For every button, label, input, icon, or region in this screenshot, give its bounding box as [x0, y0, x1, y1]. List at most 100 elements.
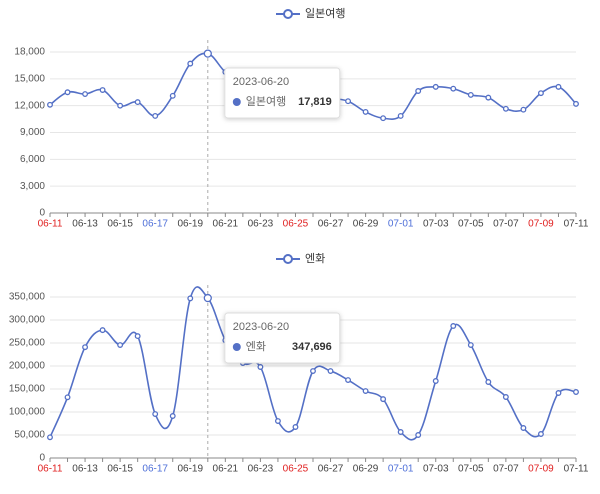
x-tick-label: 07-11: [564, 464, 589, 475]
y-tick-label: 200,000: [9, 361, 46, 372]
x-tick-label: 06-17: [142, 219, 168, 230]
x-tick-label: 06-29: [353, 219, 379, 230]
tooltip-dot: [232, 98, 241, 106]
y-tick-label: 300,000: [9, 315, 46, 326]
legend: 일본여행: [276, 6, 345, 20]
x-tick-label: 06-19: [177, 219, 203, 230]
tooltip-series: 엔화: [246, 340, 266, 353]
point: [555, 390, 562, 396]
point: [169, 413, 176, 419]
point: [573, 100, 579, 107]
x-tick-label: 06-13: [72, 464, 98, 475]
point: [117, 342, 124, 348]
point: [397, 113, 404, 119]
x-tick-label: 06-25: [283, 219, 309, 230]
y-tick-label: 3,000: [20, 181, 45, 192]
point: [310, 368, 316, 374]
point: [187, 295, 194, 302]
x-tick-label: 06-27: [318, 464, 344, 475]
x-tick-label: 06-15: [107, 219, 133, 230]
x-tick-label: 07-01: [388, 464, 414, 475]
x-tick-label: 07-05: [458, 219, 484, 230]
point: [415, 88, 422, 94]
point: [502, 394, 509, 400]
point: [537, 90, 544, 97]
point: [485, 379, 492, 385]
y-tick-label: 18,000: [14, 47, 45, 58]
x-tick-label: 06-29: [353, 464, 379, 475]
point: [47, 101, 53, 108]
y-tick-label: 15,000: [14, 73, 45, 84]
point: [555, 83, 562, 90]
point: [99, 327, 106, 334]
point: [450, 323, 457, 329]
y-tick-label: 100,000: [9, 407, 46, 418]
x-tick-label: 06-13: [72, 219, 98, 230]
point: [432, 378, 439, 384]
x-tick-label: 06-23: [248, 464, 274, 475]
point: [117, 102, 124, 109]
y-tick-label: 250,000: [9, 338, 46, 349]
x-tick-label: 07-07: [493, 219, 519, 230]
point: [573, 389, 579, 395]
tooltip-series: 일본여행: [246, 94, 286, 108]
x-tick-label: 07-09: [528, 219, 554, 230]
x-tick-label: 07-05: [458, 464, 484, 475]
x-tick-label: 06-21: [213, 464, 239, 475]
x-tick-label: 06-11: [38, 219, 63, 230]
x-tick-label: 06-19: [177, 464, 203, 475]
point: [169, 92, 176, 99]
point: [467, 91, 474, 98]
x-tick-label: 07-11: [564, 219, 589, 230]
point: [134, 99, 141, 106]
point: [450, 85, 457, 92]
point: [345, 377, 352, 383]
legend-label: 엔화: [305, 252, 325, 265]
x-tick-label: 07-01: [388, 219, 414, 230]
point: [380, 396, 387, 403]
point: [292, 424, 299, 430]
y-tick-label: 0: [39, 208, 45, 219]
point: [152, 411, 159, 417]
x-tick-label: 06-21: [213, 219, 239, 230]
point: [380, 115, 387, 122]
point: [362, 108, 369, 115]
point: [537, 431, 544, 437]
x-tick-label: 06-25: [283, 464, 309, 475]
y-tick-label: 9,000: [20, 127, 45, 138]
point: [64, 89, 71, 96]
tooltip-box: [224, 312, 341, 364]
point: [345, 98, 352, 105]
point: [432, 83, 439, 90]
x-tick-label: 07-07: [493, 464, 519, 475]
point: [82, 344, 89, 351]
point: [467, 342, 474, 348]
point: [152, 113, 159, 119]
x-tick-label: 07-03: [423, 464, 449, 475]
point: [99, 87, 106, 93]
x-tick-label: 07-03: [423, 219, 449, 230]
point: [257, 364, 264, 370]
tooltip-value: 17,819: [298, 96, 332, 108]
point: [47, 434, 53, 441]
point: [203, 49, 212, 58]
point: [362, 388, 369, 394]
legend-label: 일본여행: [305, 6, 345, 20]
tooltip-title: 2023-06-20: [233, 76, 289, 88]
point: [397, 429, 404, 435]
legend: 엔화: [276, 252, 325, 265]
point: [520, 106, 527, 113]
y-tick-label: 0: [39, 453, 45, 464]
point: [485, 94, 492, 101]
point: [502, 105, 509, 112]
x-tick-label: 07-09: [528, 464, 554, 475]
point: [415, 432, 422, 438]
y-tick-label: 350,000: [9, 292, 46, 303]
point: [203, 293, 212, 303]
y-tick-label: 150,000: [9, 384, 46, 395]
tooltip-value: 347,696: [292, 341, 332, 353]
point: [64, 394, 71, 401]
x-tick-label: 06-17: [142, 464, 168, 475]
tooltip-box: [224, 67, 341, 119]
